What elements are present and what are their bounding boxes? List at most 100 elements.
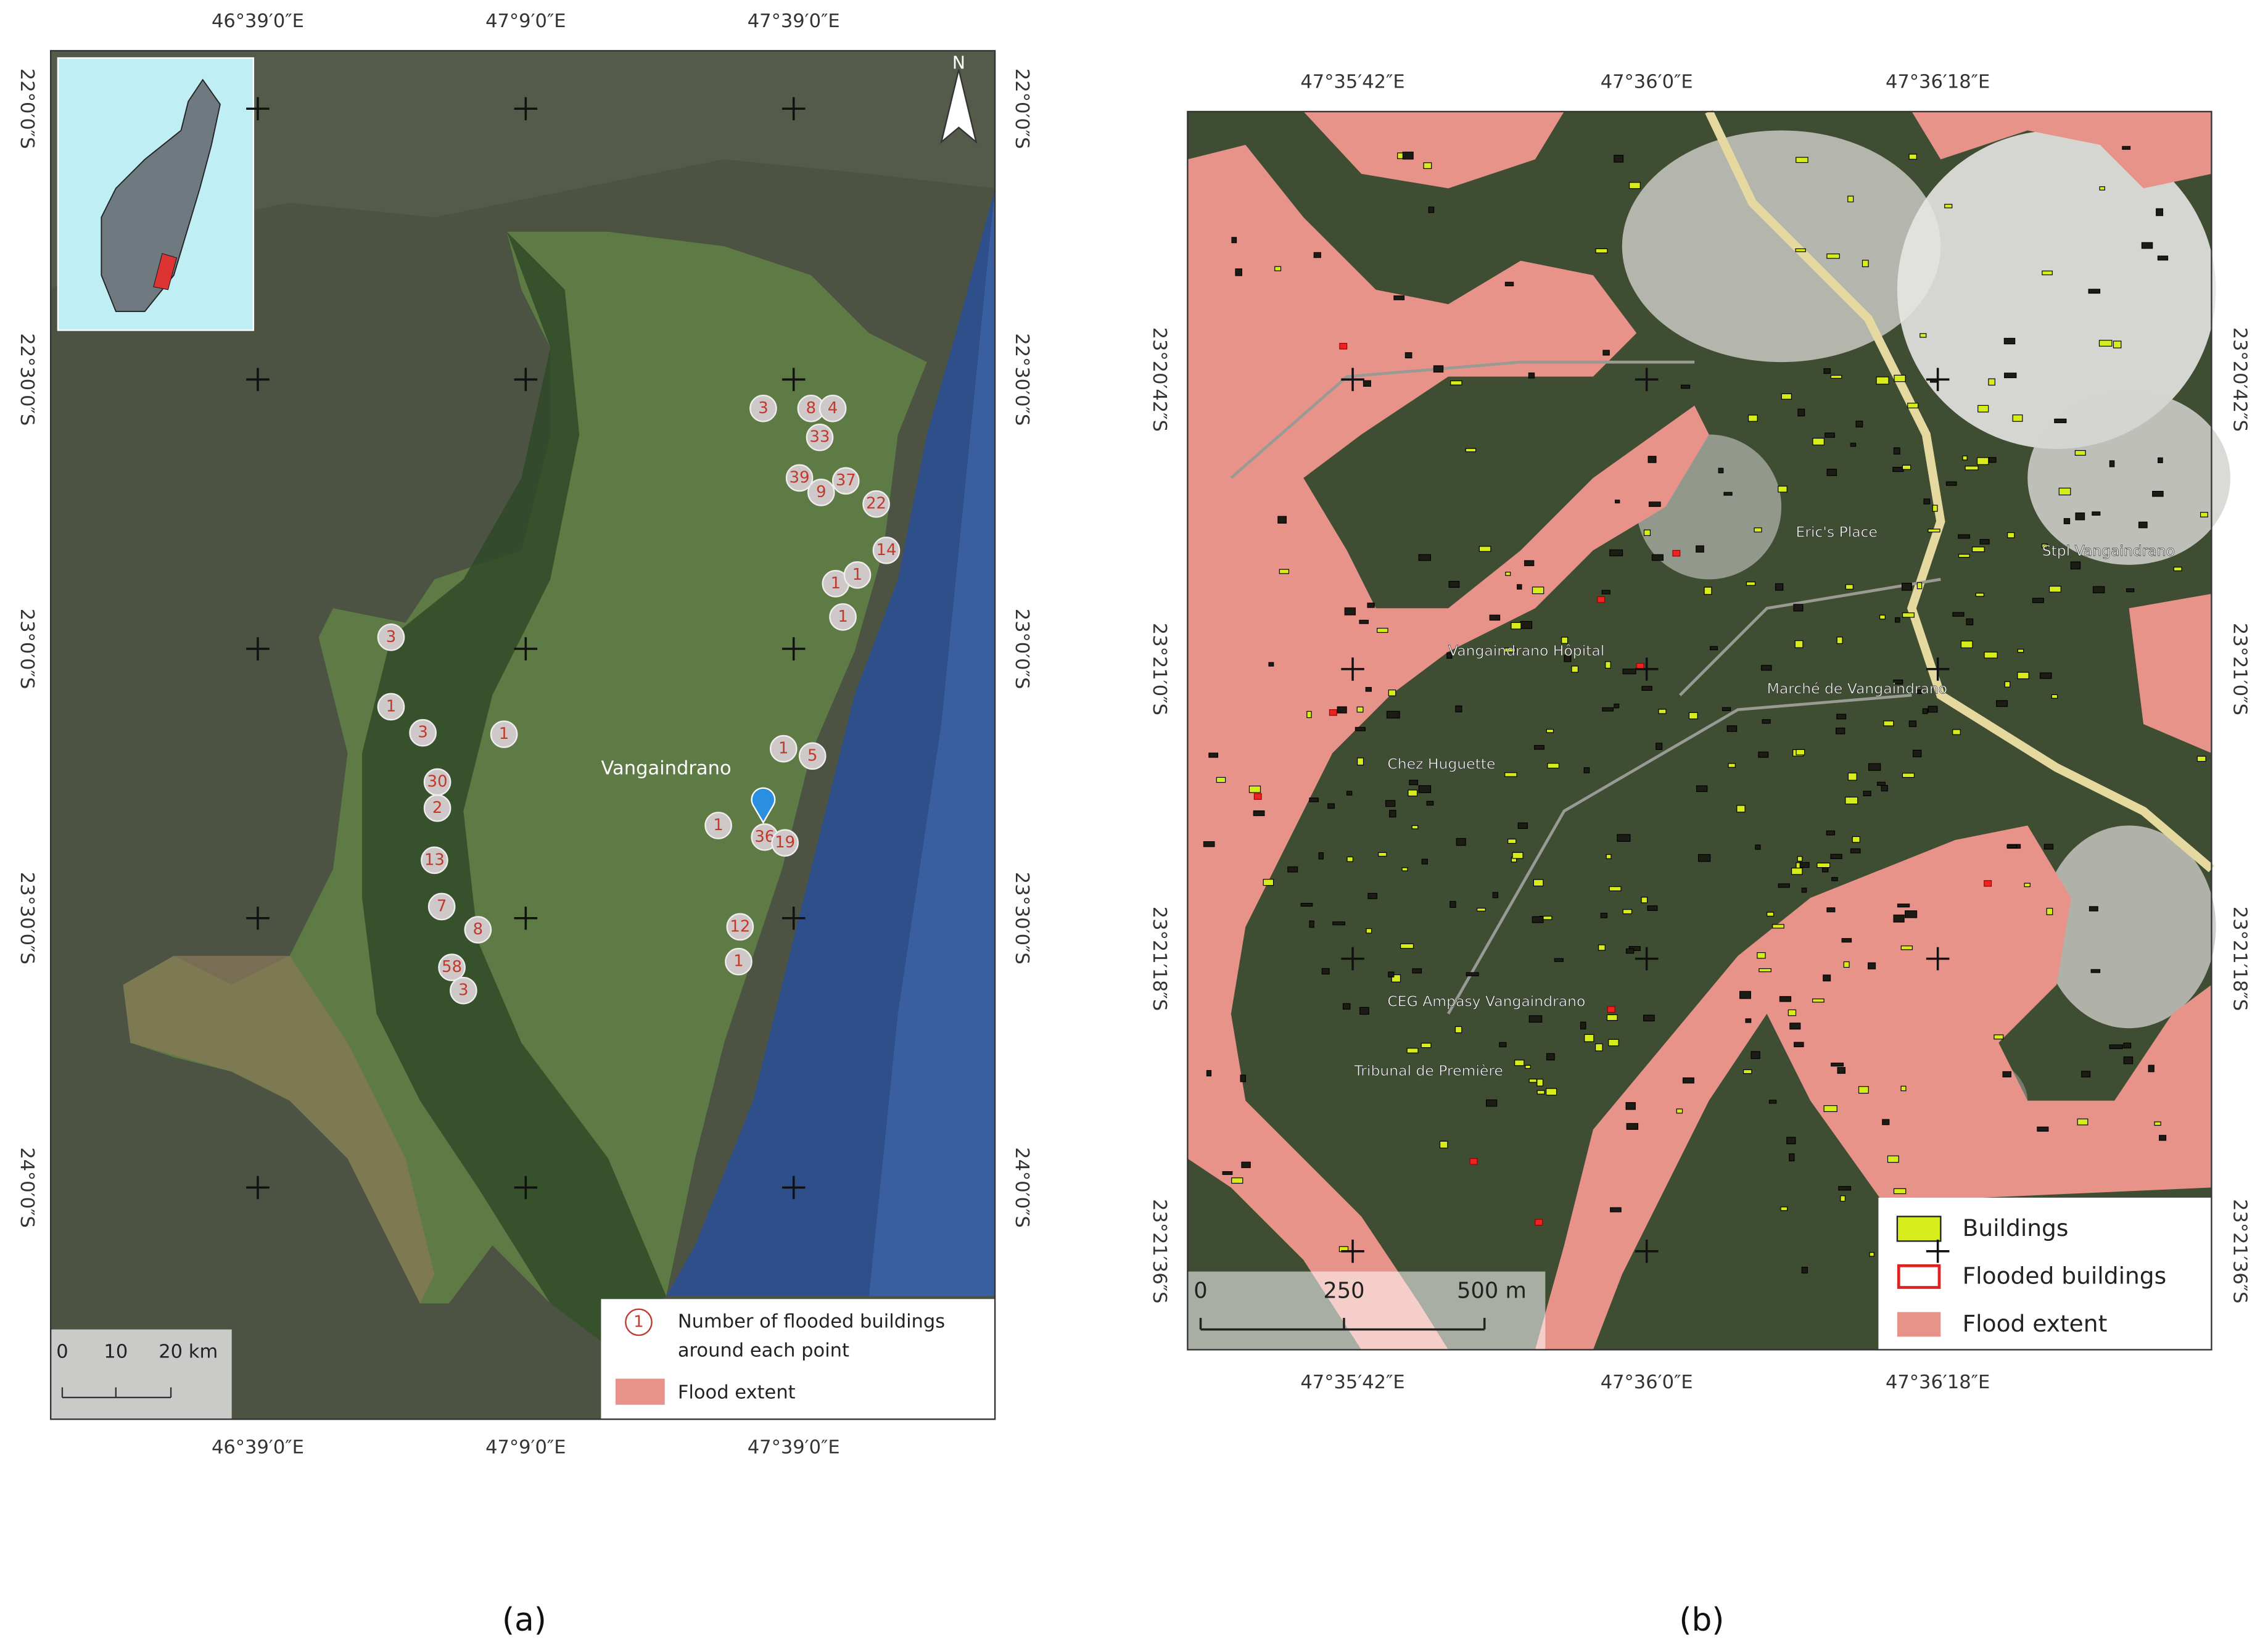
- grid-cross: [781, 906, 806, 930]
- building: [1615, 500, 1620, 504]
- building: [1831, 877, 1838, 881]
- building: [1327, 803, 1335, 809]
- point-marker: [806, 423, 834, 451]
- building: [1253, 810, 1265, 817]
- building: [1625, 948, 1635, 954]
- building: [2077, 1118, 2089, 1126]
- building: [1975, 593, 1984, 597]
- building: [1514, 1060, 1525, 1066]
- building: [1841, 938, 1852, 943]
- building: [1923, 498, 1931, 504]
- x-coord-label: 47°36′18″E: [1886, 1372, 1990, 1393]
- forest: [362, 231, 667, 1347]
- point-label: 3: [458, 981, 468, 1000]
- grid-cross: [246, 906, 270, 930]
- building: [1601, 590, 1610, 595]
- building: [1837, 1067, 1846, 1074]
- building: [1648, 501, 1661, 507]
- scale-label: 20 km: [159, 1341, 218, 1363]
- building: [2063, 518, 2071, 524]
- building: [1628, 182, 1641, 189]
- building: [1759, 968, 1771, 973]
- building: [1504, 281, 1514, 287]
- building: [1836, 714, 1847, 720]
- building: [1517, 584, 1522, 590]
- building: [1208, 752, 1219, 758]
- building: [1605, 661, 1611, 669]
- building: [2024, 883, 2031, 887]
- building: [1912, 749, 1922, 757]
- flood-area: [2129, 593, 2212, 754]
- y-coord-label: 23°20′42″S: [1148, 327, 1170, 432]
- point-label: 3: [386, 628, 396, 646]
- building: [1897, 904, 1910, 908]
- building: [1279, 569, 1290, 574]
- y-coord-label: 23°21′0″S: [1148, 623, 1170, 715]
- building: [2092, 586, 2105, 593]
- legend-label: Buildings: [1963, 1214, 2069, 1241]
- cloud: [2042, 825, 2216, 1029]
- grid-cross: [781, 368, 806, 392]
- building: [2012, 414, 2023, 422]
- cloud: [1622, 130, 1941, 363]
- flooded-building: [1984, 880, 1992, 887]
- flood-area: [1303, 111, 1564, 189]
- building: [1456, 838, 1466, 846]
- building: [1901, 583, 1912, 591]
- ocean-deep: [868, 188, 996, 1296]
- building: [2109, 460, 2115, 467]
- flood-area: [1911, 111, 2212, 189]
- building: [2152, 490, 2164, 497]
- building: [1606, 1014, 1618, 1021]
- building: [1287, 866, 1298, 873]
- scale-label: 250: [1323, 1278, 1364, 1304]
- point-label: 4: [828, 399, 838, 418]
- y-coord-label: 22°0′0″S: [1011, 68, 1033, 149]
- building: [1478, 546, 1491, 552]
- point-label: 1: [733, 952, 743, 971]
- building: [1830, 854, 1842, 859]
- building: [1428, 207, 1435, 213]
- building: [1614, 703, 1620, 709]
- building: [1778, 485, 1788, 493]
- map-a-frame: [50, 50, 996, 1420]
- building: [1391, 974, 1401, 982]
- x-coord-label: 46°39′0″E: [212, 10, 304, 32]
- building: [2037, 1126, 2049, 1132]
- building: [1908, 154, 1917, 160]
- building: [2041, 543, 2048, 548]
- building: [1826, 907, 1836, 913]
- point-marker: [862, 490, 890, 518]
- building: [1263, 879, 1274, 886]
- building: [2004, 681, 2011, 688]
- building: [1421, 858, 1428, 865]
- building: [1528, 1079, 1537, 1083]
- building: [2006, 844, 2018, 849]
- point-label: 3: [758, 399, 768, 418]
- legend-label: Flood extent: [678, 1381, 796, 1403]
- grid-cross: [781, 97, 806, 121]
- building: [1791, 867, 1803, 875]
- building: [1651, 554, 1664, 561]
- place-label: Vangaindrano: [601, 757, 732, 779]
- y-coord-label: 23°21′36″S: [2229, 1199, 2251, 1303]
- building: [1826, 830, 1836, 836]
- building: [1421, 1042, 1432, 1048]
- building: [1676, 1108, 1683, 1114]
- point-marker: [798, 742, 827, 770]
- building: [1450, 380, 1462, 385]
- point-marker: [843, 561, 872, 589]
- building: [1682, 1077, 1694, 1084]
- building: [2173, 567, 2182, 572]
- building: [1736, 805, 1746, 813]
- flooded-building: [1597, 596, 1606, 603]
- building: [1994, 1034, 2004, 1040]
- y-coord-label: 23°21′0″S: [2229, 623, 2251, 715]
- building: [1862, 260, 1869, 268]
- building: [1584, 1034, 1594, 1042]
- building: [1850, 442, 1857, 447]
- building: [1795, 248, 1806, 252]
- building: [1465, 448, 1477, 453]
- building: [1231, 237, 1237, 244]
